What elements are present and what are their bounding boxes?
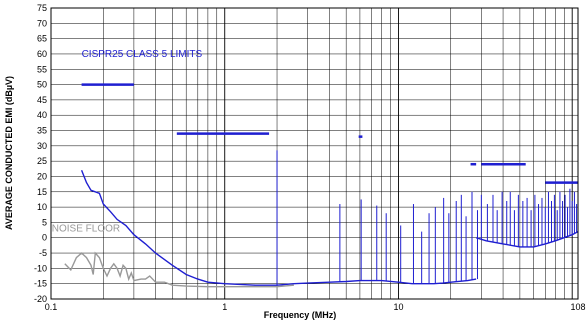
y-tick-label: 75 <box>37 3 47 13</box>
y-axis-ticks: -20 -15 -10 -5 0 5 10 15 20 25 30 35 40 45 50 55 60 65 70 7… <box>34 3 47 304</box>
noise-floor-line <box>64 251 294 288</box>
y-tick-label: -5 <box>39 248 47 258</box>
y-tick-label: 30 <box>37 141 47 151</box>
y-tick-label: 20 <box>37 171 47 181</box>
plot-frame <box>50 7 579 300</box>
y-tick-label: 25 <box>37 156 47 166</box>
y-tick-label: 0 <box>42 233 47 243</box>
x-tick-label: 0.1 <box>45 302 58 312</box>
x-tick-label: 1 <box>222 302 227 312</box>
y-tick-label: 70 <box>37 18 47 28</box>
y-tick-label: 45 <box>37 95 47 105</box>
y-tick-label: 15 <box>37 187 47 197</box>
y-tick-label: 55 <box>37 64 47 74</box>
emission-line <box>80 170 477 286</box>
y-tick-label: -10 <box>34 263 47 273</box>
plot-area <box>64 83 579 288</box>
y-tick-label: 5 <box>42 217 47 227</box>
x-tick-label: 10 <box>393 302 403 312</box>
y-tick-label: 40 <box>37 110 47 120</box>
y-axis-label: AVERAGE CONDUCTED EMI (dBµV) <box>4 76 14 230</box>
x-axis-ticks: 0.1 1 10 108 <box>45 302 586 312</box>
x-axis-label: Frequency (MHz) <box>264 310 337 320</box>
y-tick-label: 10 <box>37 202 47 212</box>
y-tick-label: 65 <box>37 34 47 44</box>
annotations: CISPR25 CLASS 5 LIMITS NOISE FLOOR <box>52 49 203 235</box>
y-tick-label: 50 <box>37 80 47 90</box>
x-tick-label: 108 <box>570 302 585 312</box>
y-tick-label: 60 <box>37 49 47 59</box>
annotation-label: CISPR25 CLASS 5 LIMITS <box>82 49 203 60</box>
emission-hf-line <box>475 230 579 248</box>
y-tick-label: -20 <box>34 294 47 304</box>
y-tick-label: -15 <box>34 279 47 289</box>
y-tick-label: 35 <box>37 126 47 136</box>
annotation-label: NOISE FLOOR <box>52 224 120 235</box>
